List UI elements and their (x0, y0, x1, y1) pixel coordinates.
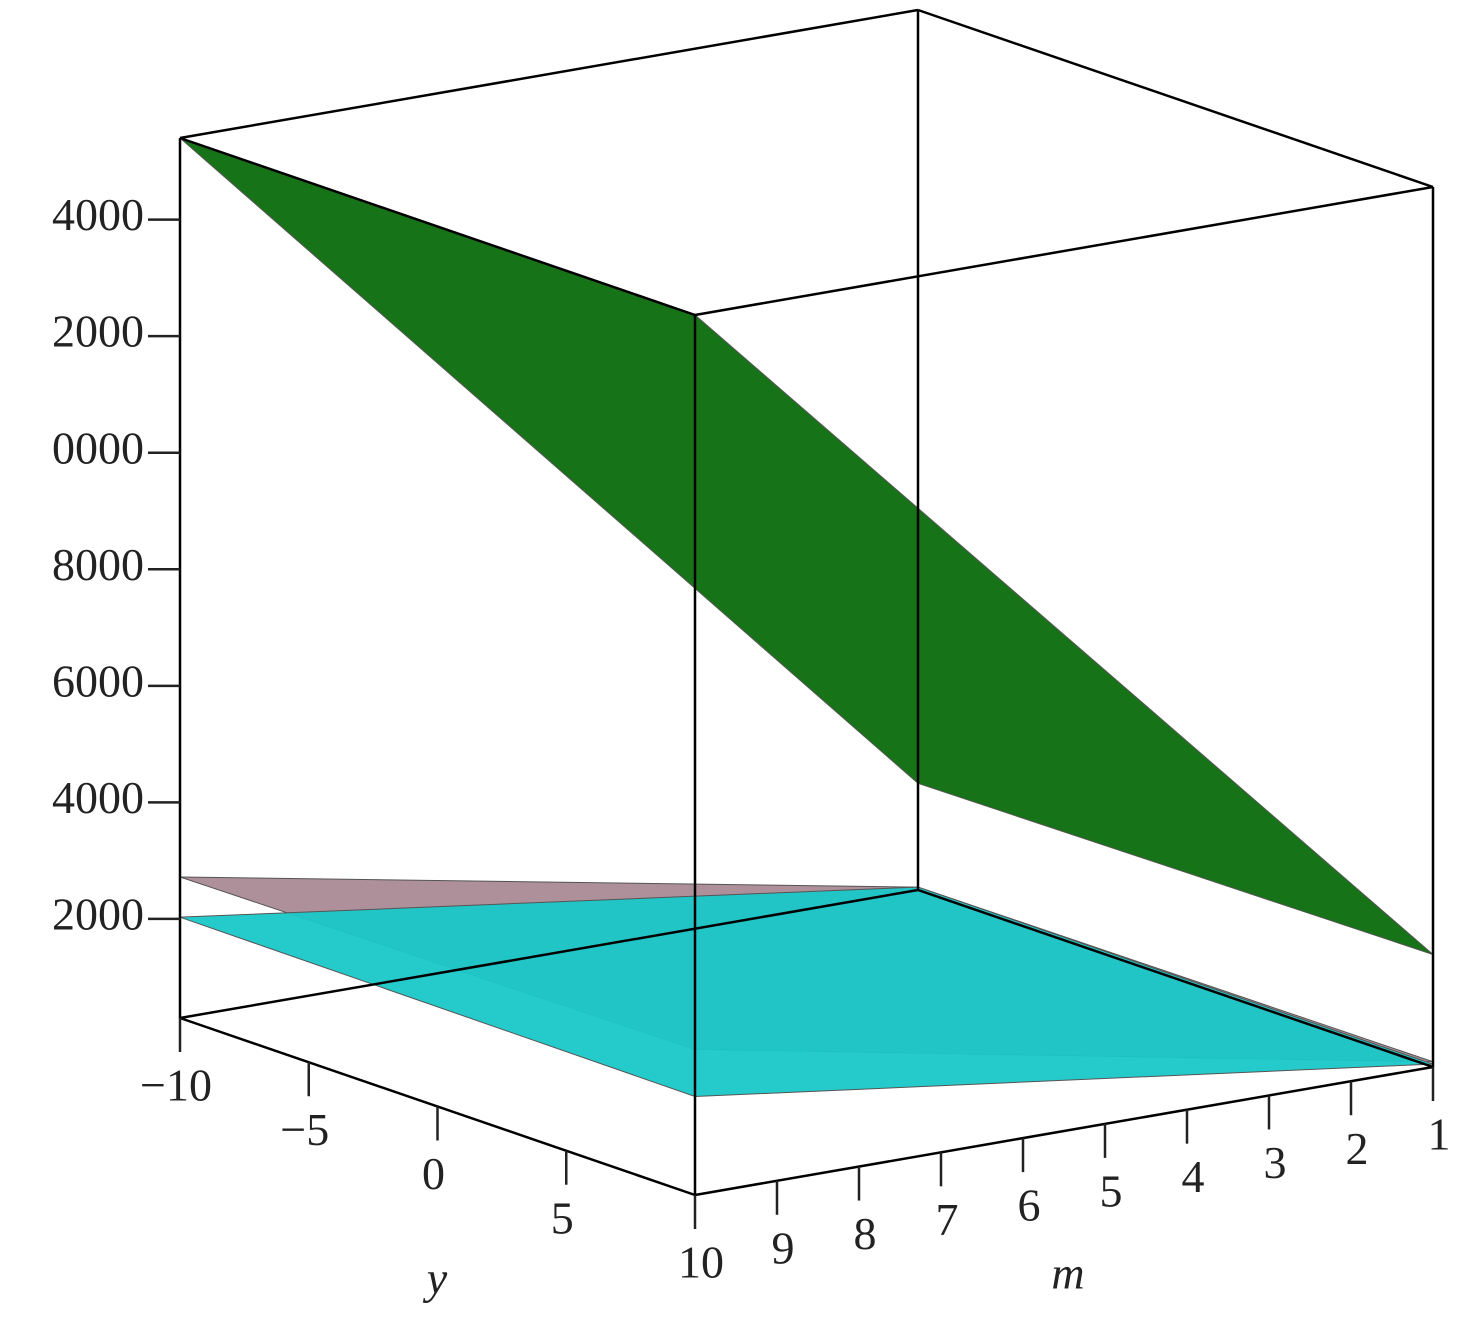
y-tick-label: 0 (422, 1148, 445, 1199)
x-tick-label: 1 (1428, 1109, 1451, 1160)
surfaces (179, 137, 1434, 1098)
box-edge (694, 1065, 1434, 1197)
x-tick-label: 8 (854, 1208, 877, 1259)
y-axis-label: y (423, 1253, 448, 1304)
z-tick-label: 0000 (52, 422, 144, 473)
x-tick-label: 10 (678, 1237, 724, 1288)
box-edge (179, 136, 696, 317)
axes: 2000 4000 6000 8000 0000 2000 4000 −10 −5 0 5 10 9 8 7… (52, 8, 1451, 1288)
y-tick-label: −5 (280, 1104, 329, 1155)
surface (179, 886, 1434, 1098)
y-tick-label: −10 (140, 1060, 212, 1111)
box-edge (179, 888, 919, 1020)
box-edge (694, 185, 1434, 317)
x-tick-label: 6 (1018, 1180, 1041, 1231)
x-tick-label: 2 (1346, 1123, 1369, 1174)
surface (179, 137, 1434, 955)
z-tick-label: 4000 (52, 189, 144, 240)
x-tick-label: 5 (1100, 1165, 1123, 1216)
z-tick-label: 8000 (52, 539, 144, 590)
x-tick-label: 3 (1264, 1137, 1287, 1188)
x-tick-label: 9 (772, 1222, 795, 1273)
box-edge (179, 8, 919, 140)
z-tick-label: 2000 (52, 306, 144, 357)
box-edge (917, 8, 1434, 189)
y-tick-label: 5 (551, 1192, 574, 1243)
box-edge (917, 888, 1434, 1069)
z-tick-label: 6000 (52, 655, 144, 706)
x-tick-label: 4 (1182, 1151, 1205, 1202)
z-tick-label: 4000 (52, 772, 144, 823)
x-axis-label: m (1051, 1248, 1084, 1299)
z-tick-label: 2000 (52, 888, 144, 939)
x-tick-label: 7 (936, 1194, 959, 1245)
